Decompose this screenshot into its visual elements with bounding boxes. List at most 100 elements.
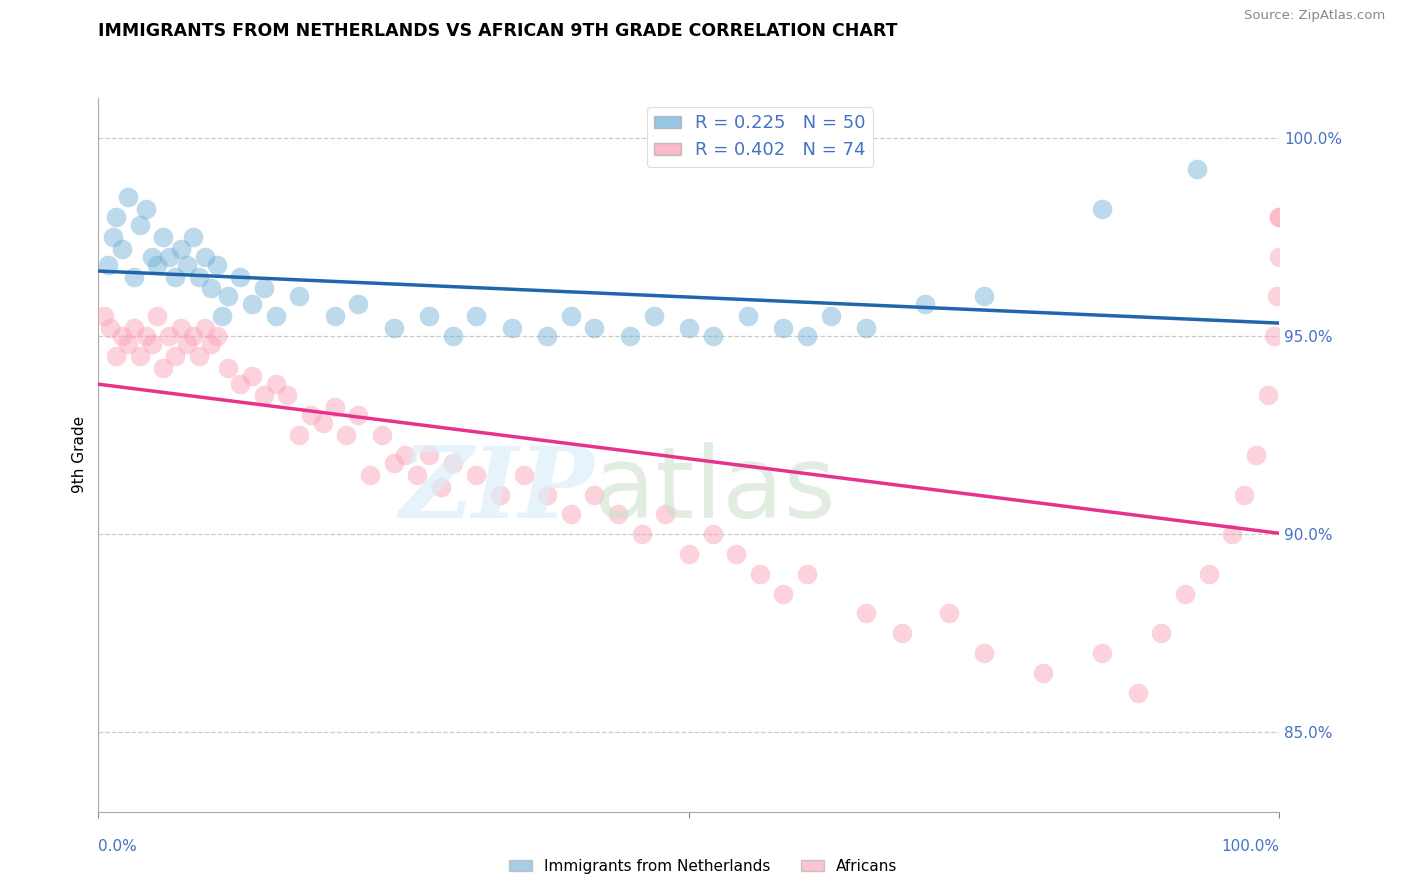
Point (194, 250, 217, 264)
Point (152, 230, 174, 244)
Point (371, 428, 394, 442)
Point (1233, 487, 1256, 501)
Point (217, 360, 239, 375)
Point (702, 527, 724, 541)
Point (489, 487, 512, 501)
Point (1268, 210, 1291, 224)
Point (973, 646, 995, 660)
Point (105, 210, 128, 224)
Point (796, 329, 818, 343)
Point (607, 508, 630, 522)
Point (200, 281, 222, 295)
Point (512, 467, 534, 482)
Point (1091, 646, 1114, 660)
Point (170, 321, 193, 335)
Point (796, 566, 818, 581)
Point (170, 242, 193, 256)
Point (772, 587, 794, 601)
Point (146, 258, 169, 272)
Point (820, 309, 842, 323)
Point (93, 309, 115, 323)
Point (165, 349, 187, 363)
Legend: Immigrants from Netherlands, Africans: Immigrants from Netherlands, Africans (502, 853, 904, 880)
Point (347, 297, 370, 311)
Point (111, 242, 134, 256)
Point (772, 321, 794, 335)
Point (1185, 162, 1208, 177)
Point (157, 329, 180, 343)
Point (264, 309, 287, 323)
Point (536, 487, 558, 501)
Point (176, 337, 198, 351)
Point (323, 309, 346, 323)
Point (187, 269, 209, 284)
Point (1150, 626, 1173, 640)
Point (973, 289, 995, 303)
Point (855, 321, 877, 335)
Point (200, 337, 222, 351)
Point (654, 508, 676, 522)
Point (441, 329, 464, 343)
Point (98, 321, 121, 335)
Point (165, 269, 187, 284)
Point (1032, 665, 1054, 680)
Point (312, 416, 335, 430)
Point (181, 329, 204, 343)
Point (1265, 289, 1288, 303)
Point (359, 467, 381, 482)
Point (122, 269, 145, 284)
Point (240, 368, 263, 383)
Point (737, 309, 759, 323)
Point (205, 258, 228, 272)
Point (619, 329, 641, 343)
Point (187, 349, 209, 363)
Point (855, 607, 877, 621)
Point (347, 409, 370, 423)
Point (536, 329, 558, 343)
Point (890, 626, 912, 640)
Legend: R = 0.225   N = 50, R = 0.402   N = 74: R = 0.225 N = 50, R = 0.402 N = 74 (647, 107, 873, 167)
Point (135, 329, 157, 343)
Point (288, 428, 311, 442)
Point (465, 467, 488, 482)
Point (128, 218, 150, 232)
Point (702, 329, 724, 343)
Point (117, 337, 139, 351)
Point (253, 388, 276, 402)
Point (205, 329, 228, 343)
Text: IMMIGRANTS FROM NETHERLANDS VS AFRICAN 9TH GRADE CORRELATION CHART: IMMIGRANTS FROM NETHERLANDS VS AFRICAN 9… (98, 22, 898, 40)
Point (382, 321, 405, 335)
Point (382, 456, 405, 470)
Point (253, 281, 276, 295)
Point (117, 190, 139, 204)
Point (229, 269, 252, 284)
Point (725, 547, 748, 561)
Point (157, 250, 180, 264)
Point (748, 566, 770, 581)
Point (97, 258, 120, 272)
Point (335, 428, 357, 442)
Point (101, 230, 124, 244)
Point (1091, 202, 1114, 216)
Point (122, 321, 145, 335)
Point (128, 349, 150, 363)
Point (394, 448, 416, 462)
Point (217, 289, 239, 303)
Point (276, 388, 298, 402)
Point (560, 309, 582, 323)
Text: 0.0%: 0.0% (98, 839, 138, 854)
Point (1220, 527, 1243, 541)
Point (430, 480, 453, 494)
Point (264, 376, 287, 391)
Point (152, 360, 174, 375)
Point (146, 309, 169, 323)
Point (418, 309, 440, 323)
Text: 100.0%: 100.0% (1222, 839, 1279, 854)
Point (299, 409, 322, 423)
Point (583, 487, 606, 501)
Point (323, 401, 346, 415)
Point (441, 456, 464, 470)
Point (678, 547, 700, 561)
Point (194, 321, 217, 335)
Point (288, 289, 311, 303)
